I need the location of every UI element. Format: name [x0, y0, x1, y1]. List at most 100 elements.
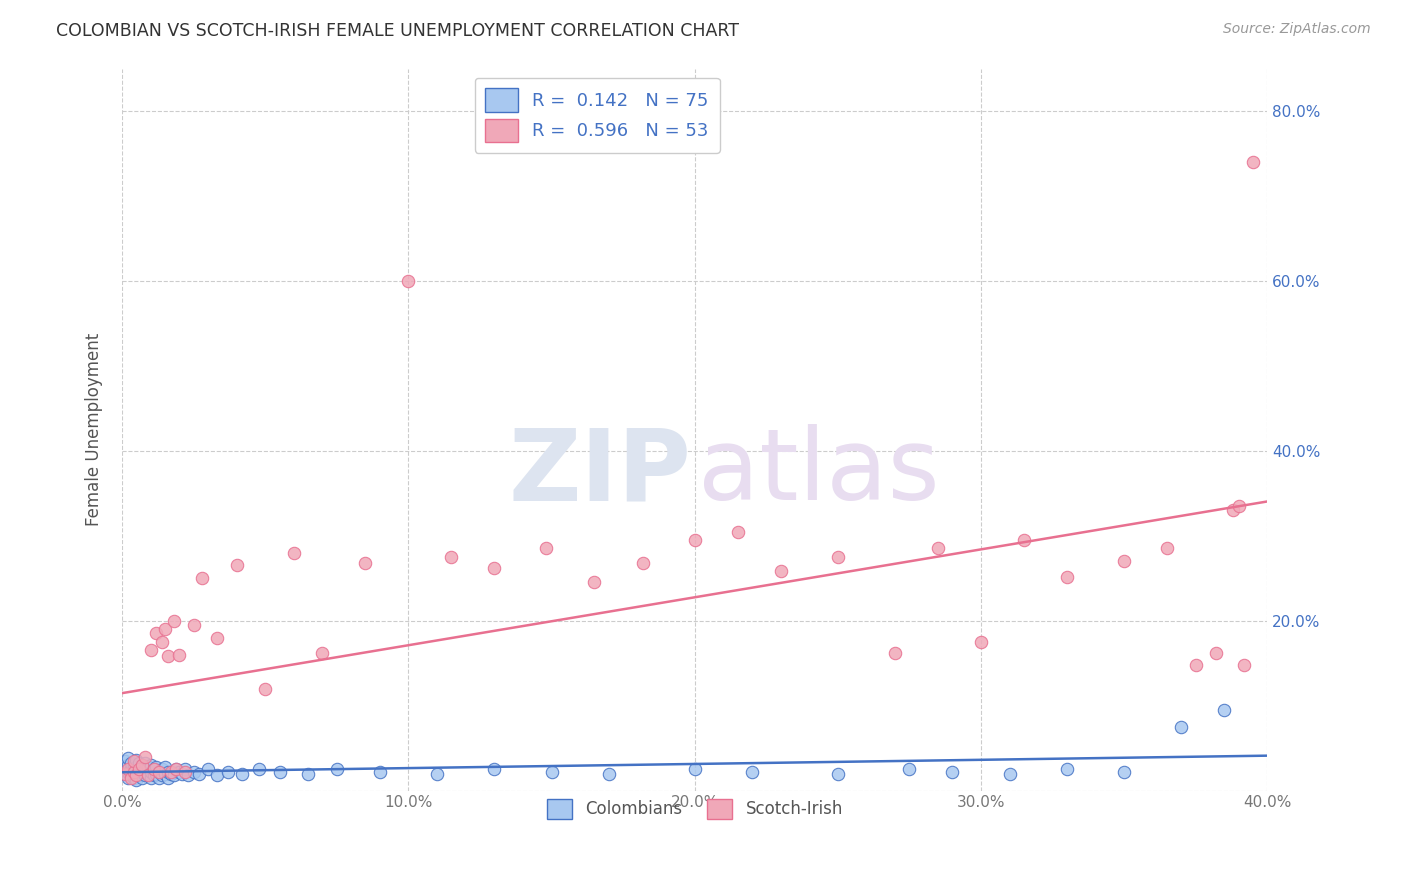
Point: [311, 646, 333, 660]
Point: [125, 768, 148, 782]
Point: [128, 756, 150, 771]
Point: [122, 764, 145, 779]
Point: [231, 766, 253, 780]
Point: [114, 760, 136, 774]
Point: [122, 764, 145, 779]
Point: [153, 766, 176, 780]
Point: [540, 764, 562, 779]
Point: [927, 541, 949, 556]
Point: [598, 766, 620, 780]
Point: [426, 766, 449, 780]
Point: [125, 766, 148, 780]
Point: [150, 635, 173, 649]
Point: [1241, 155, 1264, 169]
Point: [1114, 554, 1136, 568]
Point: [142, 763, 165, 777]
Point: [139, 758, 162, 772]
Point: [205, 631, 228, 645]
Point: [134, 763, 156, 777]
Point: [174, 764, 197, 779]
Point: [396, 274, 419, 288]
Point: [117, 771, 139, 785]
Point: [727, 524, 749, 539]
Point: [683, 763, 706, 777]
Point: [188, 766, 211, 780]
Point: [183, 764, 205, 779]
Point: [1056, 569, 1078, 583]
Point: [153, 622, 176, 636]
Point: [1170, 720, 1192, 734]
Point: [1056, 763, 1078, 777]
Point: [174, 763, 197, 777]
Point: [1184, 657, 1206, 672]
Point: [297, 766, 319, 780]
Point: [484, 763, 506, 777]
Point: [114, 766, 136, 780]
Point: [169, 648, 191, 662]
Y-axis label: Female Unemployment: Female Unemployment: [86, 333, 103, 526]
Point: [114, 754, 136, 768]
Point: [249, 763, 271, 777]
Point: [134, 756, 156, 770]
Point: [131, 758, 153, 772]
Point: [125, 773, 148, 788]
Point: [1213, 703, 1236, 717]
Point: [741, 764, 763, 779]
Point: [769, 565, 792, 579]
Point: [148, 764, 170, 779]
Point: [354, 556, 377, 570]
Point: [159, 764, 181, 779]
Point: [134, 749, 156, 764]
Point: [998, 766, 1021, 780]
Point: [205, 768, 228, 782]
Point: [125, 760, 148, 774]
Point: [269, 764, 291, 779]
Point: [283, 546, 305, 560]
Point: [197, 763, 219, 777]
Point: [254, 681, 277, 696]
Point: [162, 614, 184, 628]
Point: [484, 561, 506, 575]
Point: [1156, 541, 1178, 556]
Point: [583, 575, 606, 590]
Point: [1114, 764, 1136, 779]
Point: [156, 771, 179, 785]
Point: [120, 771, 142, 785]
Point: [120, 768, 142, 782]
Point: [1205, 646, 1227, 660]
Point: [120, 763, 142, 777]
Point: [145, 766, 167, 780]
Point: [122, 771, 145, 785]
Point: [131, 758, 153, 772]
Point: [131, 771, 153, 785]
Point: [1227, 499, 1250, 513]
Point: [128, 763, 150, 777]
Point: [139, 771, 162, 785]
Point: [117, 763, 139, 777]
Point: [172, 766, 194, 780]
Point: [169, 764, 191, 779]
Point: [156, 764, 179, 779]
Point: [117, 751, 139, 765]
Point: [139, 643, 162, 657]
Point: [165, 763, 187, 777]
Point: [165, 763, 187, 777]
Point: [827, 766, 849, 780]
Point: [177, 768, 200, 782]
Point: [827, 549, 849, 564]
Point: [1233, 657, 1256, 672]
Point: [217, 764, 239, 779]
Point: [120, 756, 142, 771]
Point: [150, 768, 173, 782]
Point: [631, 556, 654, 570]
Point: [162, 768, 184, 782]
Point: [148, 771, 170, 785]
Point: [117, 758, 139, 772]
Point: [159, 766, 181, 780]
Point: [150, 763, 173, 777]
Point: [156, 649, 179, 664]
Point: [131, 764, 153, 779]
Point: [128, 768, 150, 782]
Point: [136, 766, 159, 780]
Point: [440, 549, 463, 564]
